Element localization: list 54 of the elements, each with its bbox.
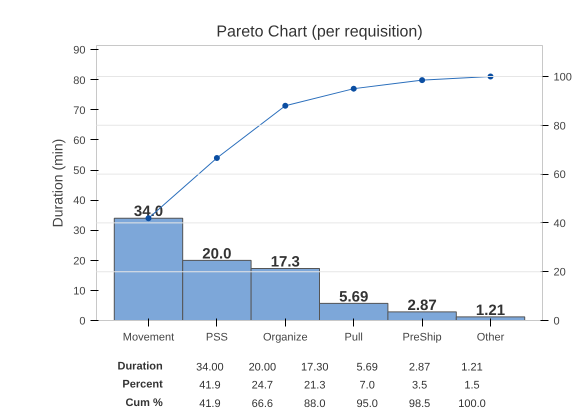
y2-tick-label: 60 (554, 169, 566, 182)
text: 100.0 (458, 398, 486, 410)
x-tick-label: Movement (122, 332, 174, 344)
text: 95.0 (356, 398, 378, 410)
x-tick-label: Other (476, 332, 505, 344)
x-tick-label: PreShip (402, 332, 442, 344)
text: Cum % (125, 396, 163, 409)
y-tick-label: 50 (73, 165, 86, 178)
y-tick-label: 80 (73, 74, 86, 87)
data-label: 17.3 (270, 253, 300, 270)
text: 88.0 (304, 398, 326, 410)
y2-tick-label: 20 (554, 266, 566, 279)
x-tick-label: Organize (262, 332, 308, 344)
text: 5.69 (356, 361, 378, 374)
y2-tick-label: 40 (554, 218, 566, 230)
point (214, 154, 220, 161)
text: 24.7 (252, 380, 274, 392)
text: 20.00 (248, 361, 276, 374)
y-tick-label: 10 (73, 285, 86, 298)
text: 3.5 (412, 380, 428, 392)
text: 7.0 (360, 380, 375, 392)
y2-tick-label: 0 (554, 316, 560, 328)
y-tick-label: 30 (73, 225, 86, 238)
text: 66.6 (252, 398, 274, 410)
x-tick-label: Pull (344, 332, 363, 344)
text: 17.30 (300, 361, 329, 374)
y-tick-label: 70 (73, 104, 86, 117)
text: 41.9 (199, 380, 221, 392)
y-tick-label: 40 (73, 195, 86, 208)
y-axis-title: Duration (min) (49, 138, 66, 228)
text: 34.00 (196, 361, 224, 374)
y2-tick-label: 100 (554, 71, 572, 84)
text: Duration (118, 360, 164, 372)
text: 98.5 (408, 398, 430, 410)
x-tick-label: PSS (206, 332, 228, 344)
text: 21.3 (304, 380, 326, 392)
point (350, 86, 357, 92)
text: 1.21 (461, 361, 483, 374)
y-tick-label: 20 (73, 255, 86, 268)
point (282, 102, 288, 109)
y2-tick-label: 80 (554, 120, 566, 132)
text: 1.5 (464, 380, 480, 392)
text: Percent (122, 378, 164, 391)
chart-title: Pareto Chart (per requisition) (216, 24, 423, 40)
y-tick-label: 60 (73, 134, 86, 147)
y-tick-label: 0 (79, 316, 86, 328)
point (419, 77, 426, 84)
data-label: 2.87 (408, 296, 437, 314)
text: 2.87 (408, 361, 430, 374)
data-label: 1.21 (476, 302, 506, 319)
text: 41.9 (199, 398, 221, 410)
data-label: 5.69 (339, 288, 368, 306)
y-tick-label: 90 (73, 44, 86, 57)
data-label: 20.0 (202, 245, 232, 262)
